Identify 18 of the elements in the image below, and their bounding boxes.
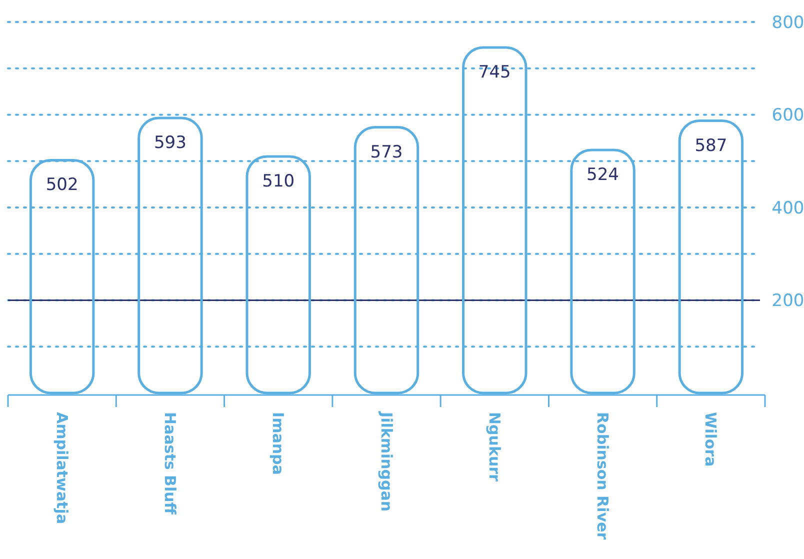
data-label: 593 [154,132,186,153]
data-label: 510 [262,171,295,192]
data-label: 573 [370,142,403,162]
x-tick-label: Haasts Bluff [160,412,179,516]
x-tick-label: Ampilatwatja [52,412,71,524]
y-tick-label: 800 [772,12,804,33]
x-tick-label: Robinson River [594,412,612,540]
data-label: 502 [46,175,78,196]
data-label: 745 [478,62,511,83]
x-tick-label: Imanpa [269,412,288,475]
x-tick-label: Jilkminggan [377,411,396,512]
y-tick-label: 600 [772,106,804,126]
data-label: 524 [586,164,620,185]
data-label: 587 [694,136,728,156]
x-tick-label: Ngukurr [485,412,504,482]
y-tick-label: 200 [772,291,804,312]
x-tick-label: Wilora [702,412,720,467]
y-tick-label: 400 [772,198,804,218]
